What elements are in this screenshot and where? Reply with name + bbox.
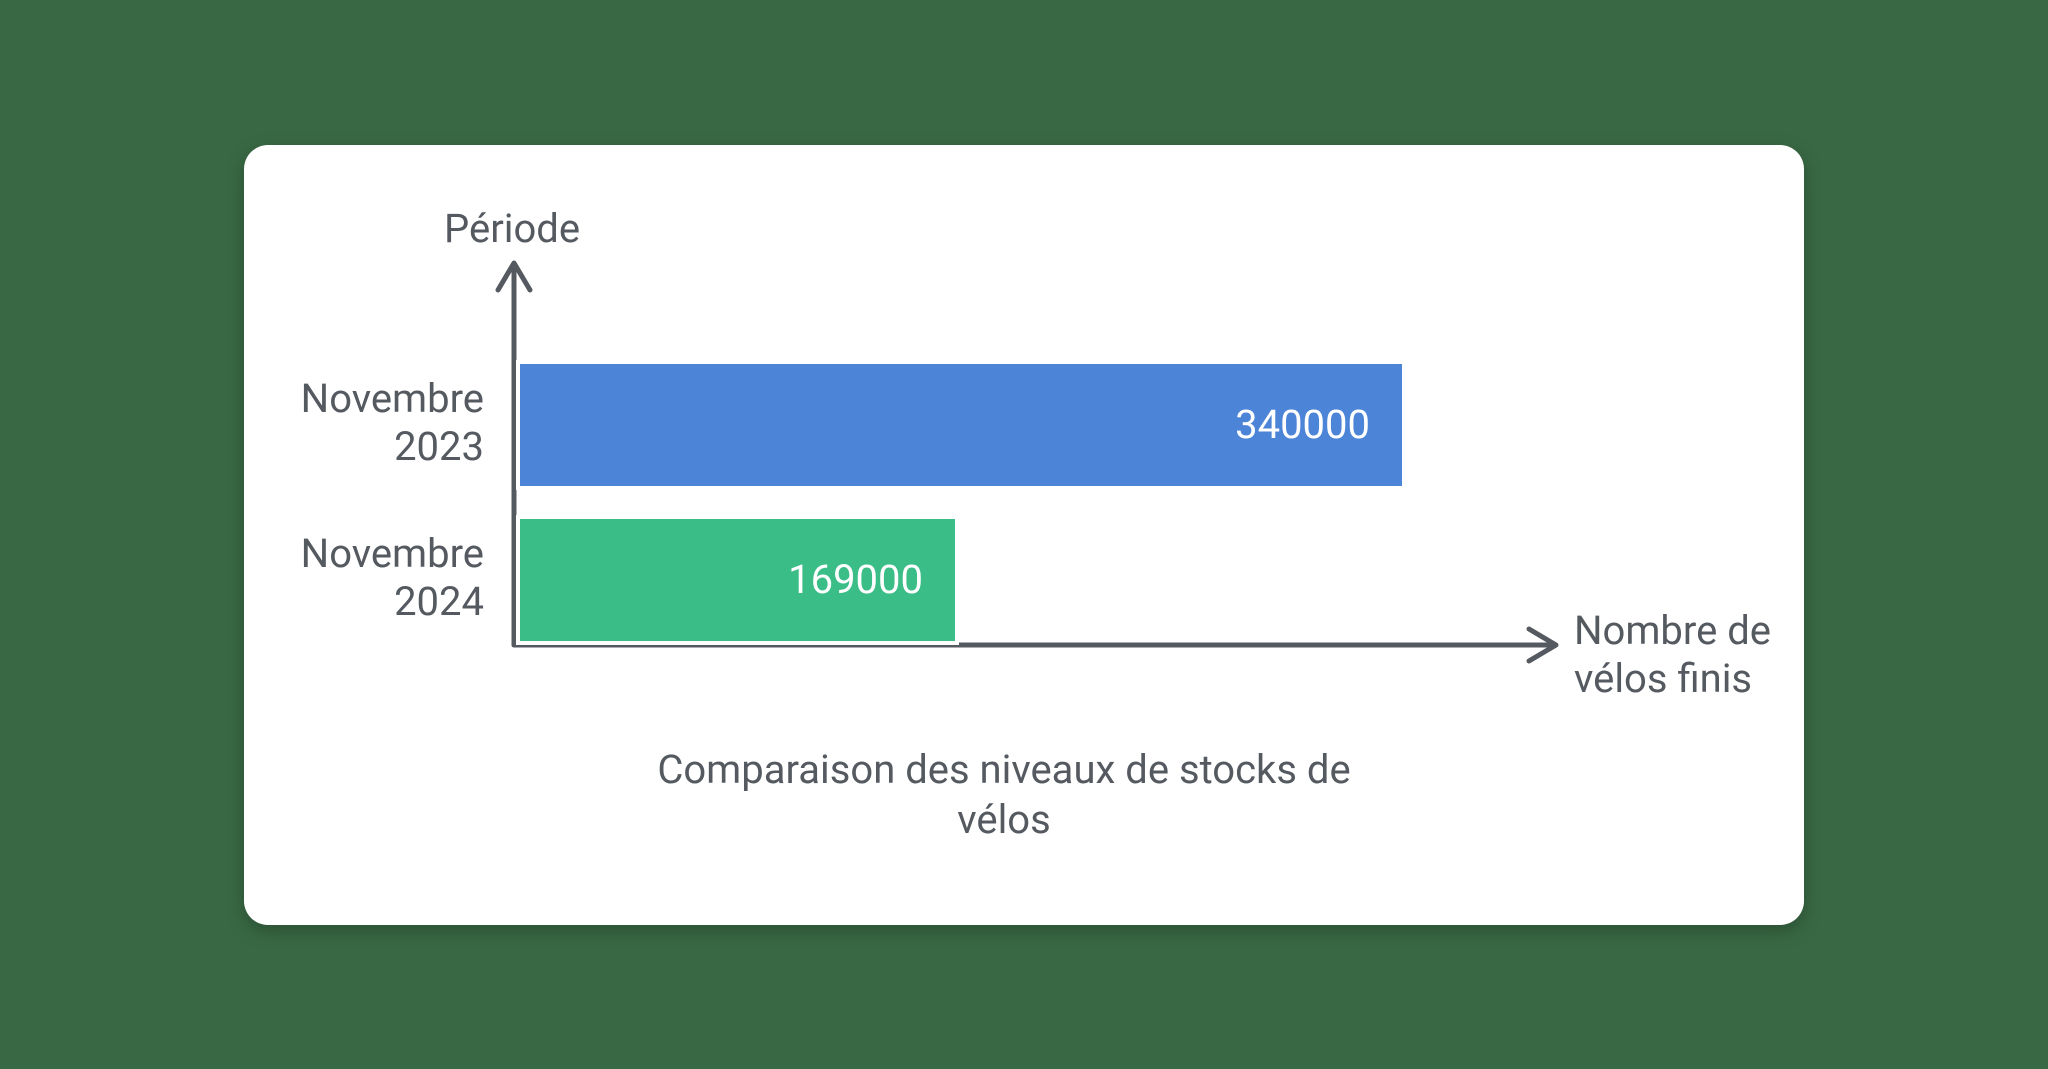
bar-label-text: Novembre 2024 <box>301 530 484 625</box>
bar-2024: 169000 <box>516 515 959 645</box>
bar-label-2024: Novembre 2024 <box>284 530 484 626</box>
chart-card: Période Novembre 2023 340000 Novembre 20… <box>244 145 1804 925</box>
bar-2023: 340000 <box>516 360 1406 490</box>
bar-value-text: 340000 <box>1235 401 1370 448</box>
y-axis-title: Période <box>444 205 580 252</box>
bar-label-2023: Novembre 2023 <box>284 375 484 471</box>
bar-label-text: Novembre 2023 <box>301 375 484 470</box>
bar-value-text: 169000 <box>788 556 923 603</box>
x-axis-title: Nombre de vélos finis <box>1574 607 1771 703</box>
chart-title: Comparaison des niveaux de stocks de vél… <box>624 745 1384 845</box>
chart-plot-area: Période Novembre 2023 340000 Novembre 20… <box>244 145 1804 925</box>
